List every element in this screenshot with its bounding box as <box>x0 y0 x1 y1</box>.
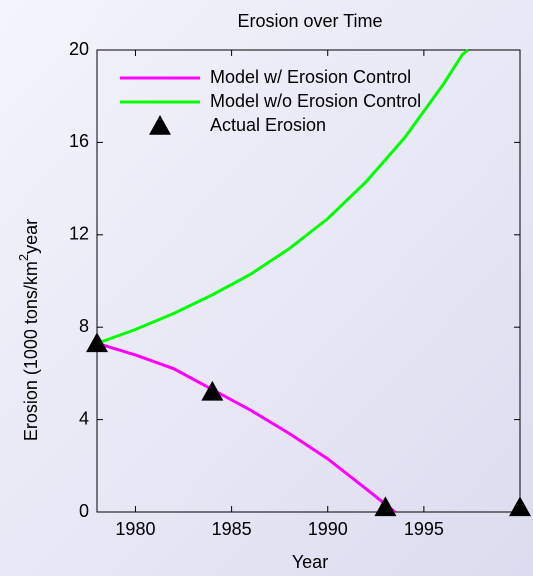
x-axis-label: Year <box>292 552 328 572</box>
marker <box>374 496 397 517</box>
x-tick-label: 1980 <box>115 519 155 539</box>
line <box>96 341 396 514</box>
y-tick-label: 0 <box>79 501 89 521</box>
y-label-part: Erosion (1000 tons/km <box>21 261 41 441</box>
y-label-part: year <box>21 219 41 254</box>
y-tick-label: 4 <box>79 408 89 428</box>
x-tick-label: 1990 <box>308 519 348 539</box>
y-tick-label: 8 <box>79 316 89 336</box>
y-tick-label: 12 <box>69 224 89 244</box>
legend-swatch <box>149 115 171 135</box>
x-tick-label: 1995 <box>404 519 444 539</box>
line <box>96 48 470 345</box>
legend-label: Actual Erosion <box>210 115 326 135</box>
x-tick-label: 1985 <box>212 519 252 539</box>
y-tick-label: 20 <box>69 39 89 59</box>
legend-label: Model w/ Erosion Control <box>210 67 411 87</box>
legend-label: Model w/o Erosion Control <box>210 91 421 111</box>
marker <box>509 496 531 517</box>
y-axis-label: Erosion (1000 tons/km2year <box>16 219 40 441</box>
y-tick-label: 16 <box>69 131 89 151</box>
marker <box>201 380 224 401</box>
marker <box>86 332 108 353</box>
y-label-sup: 2 <box>16 254 31 261</box>
chart-title: Erosion over Time <box>237 11 382 31</box>
plot-frame <box>96 49 521 513</box>
